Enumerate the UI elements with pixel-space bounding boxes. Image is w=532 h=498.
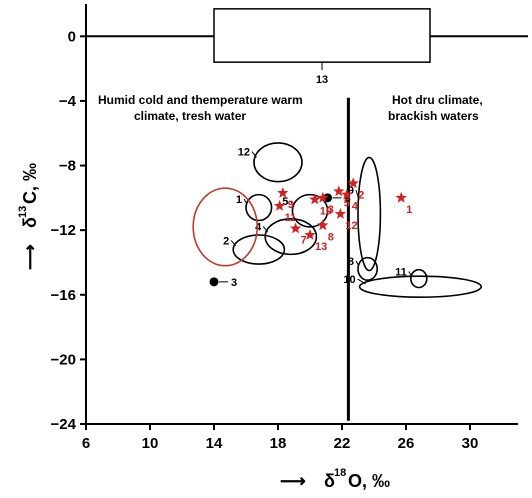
data-point-label: 1 — [406, 204, 412, 216]
data-point-star — [317, 219, 329, 231]
y-tick-label: −8 — [59, 158, 76, 175]
data-point-label: 9 — [288, 199, 294, 211]
field-ellipse — [409, 268, 428, 289]
data-point-star — [277, 187, 289, 198]
data-point-star — [304, 229, 316, 240]
field-leader — [355, 260, 360, 267]
data-point-label: 12 — [345, 220, 357, 232]
x-axis-delta: δ — [324, 471, 335, 491]
field-ellipse — [358, 275, 483, 298]
x-axis-arrow: ⟶ — [280, 471, 306, 491]
y-tick-label: −20 — [51, 351, 76, 368]
y-axis-title: ⟶ δ 13 C, ‰ — [17, 163, 40, 270]
tick-marks: 6 10 14 18 22 26 300−4−8−12−16−20−24 — [51, 28, 479, 452]
field-ellipse — [264, 218, 318, 256]
field-label: 13 — [316, 74, 328, 86]
field-ellipse — [357, 256, 379, 282]
y-axis-label-main: C, ‰ — [20, 163, 40, 204]
data-point-star — [347, 177, 359, 189]
y-tick-label: 0 — [68, 28, 76, 45]
field-leader — [243, 198, 248, 205]
annotation-humid-line1: Humid cold and themperature warm — [98, 93, 303, 107]
annotation-humid-line2: climate, tresh water — [134, 109, 246, 123]
data-point — [209, 277, 219, 287]
field-leader — [357, 278, 366, 285]
field-ellipse — [192, 187, 258, 267]
data-point-label: 4 — [352, 201, 359, 213]
data-point-star — [395, 191, 407, 203]
data-point-star — [273, 199, 286, 211]
field-label: 11 — [395, 267, 407, 279]
field-label: 5 — [282, 196, 288, 208]
data-point-star — [334, 208, 347, 219]
field-ellipse — [245, 193, 273, 222]
data-point-star — [317, 191, 329, 203]
field-label: 10 — [343, 274, 355, 286]
y-tick-label: −12 — [51, 222, 76, 239]
data-point-label: 3 — [328, 204, 334, 216]
x-axis-title: ⟶ δ 18 O, ‰ — [280, 467, 390, 491]
field-label: 4 — [255, 221, 262, 233]
data-point-star — [309, 193, 321, 205]
field-label: 9 — [348, 185, 354, 197]
x-tick-label: 6 — [82, 435, 90, 452]
field-ellipse — [291, 193, 329, 228]
data-point-label: 7 — [301, 235, 307, 247]
x-tick-label: 18 — [270, 435, 287, 452]
field-ellipse — [232, 234, 286, 265]
field-leader — [262, 226, 269, 233]
y-axis-superscript: 13 — [17, 206, 29, 218]
data-point-star — [333, 185, 345, 197]
field-rect — [213, 8, 431, 63]
x-tick-label: 26 — [398, 435, 415, 452]
y-axis-arrow: ⟶ — [20, 244, 40, 270]
y-axis-delta: δ — [20, 217, 40, 228]
field-ellipse — [357, 156, 382, 272]
annotation-hot-line1: Hot dru climate, — [392, 93, 483, 107]
field-ellipse — [253, 142, 303, 183]
axes — [85, 4, 518, 425]
data-point-label: 6 — [345, 193, 351, 205]
annotation-hot-line2: brackish waters — [388, 109, 479, 123]
data-point-label: 10 — [320, 205, 332, 217]
field-leader — [251, 151, 257, 158]
x-tick-label: 10 — [142, 435, 159, 452]
data-point-label: 13 — [315, 241, 327, 253]
field-leader — [289, 200, 295, 208]
x-axis-label-main: O, ‰ — [348, 471, 390, 491]
x-axis-superscript: 18 — [334, 467, 346, 479]
field-label: 2 — [223, 235, 229, 247]
field-leader — [230, 240, 237, 247]
data-point-label: 5 — [344, 197, 350, 209]
field-label: 12 — [238, 147, 250, 159]
data-point-star — [341, 188, 353, 200]
x-tick-label: 30 — [462, 435, 479, 452]
data-point-label: 2 — [358, 189, 364, 201]
x-tick-label: 14 — [206, 435, 223, 452]
field-label: 8 — [348, 256, 354, 268]
y-tick-label: −24 — [51, 416, 77, 433]
data-point-label: 3 — [231, 277, 237, 289]
field-label: 1 — [236, 194, 242, 206]
x-tick-label: 22 — [334, 435, 351, 452]
data-point-star — [289, 222, 302, 234]
data-point-label: 11 — [285, 212, 297, 224]
field-leader — [355, 190, 360, 201]
y-tick-label: −16 — [51, 287, 76, 304]
y-tick-label: −4 — [59, 93, 77, 110]
data-point-label: 8 — [328, 231, 334, 243]
